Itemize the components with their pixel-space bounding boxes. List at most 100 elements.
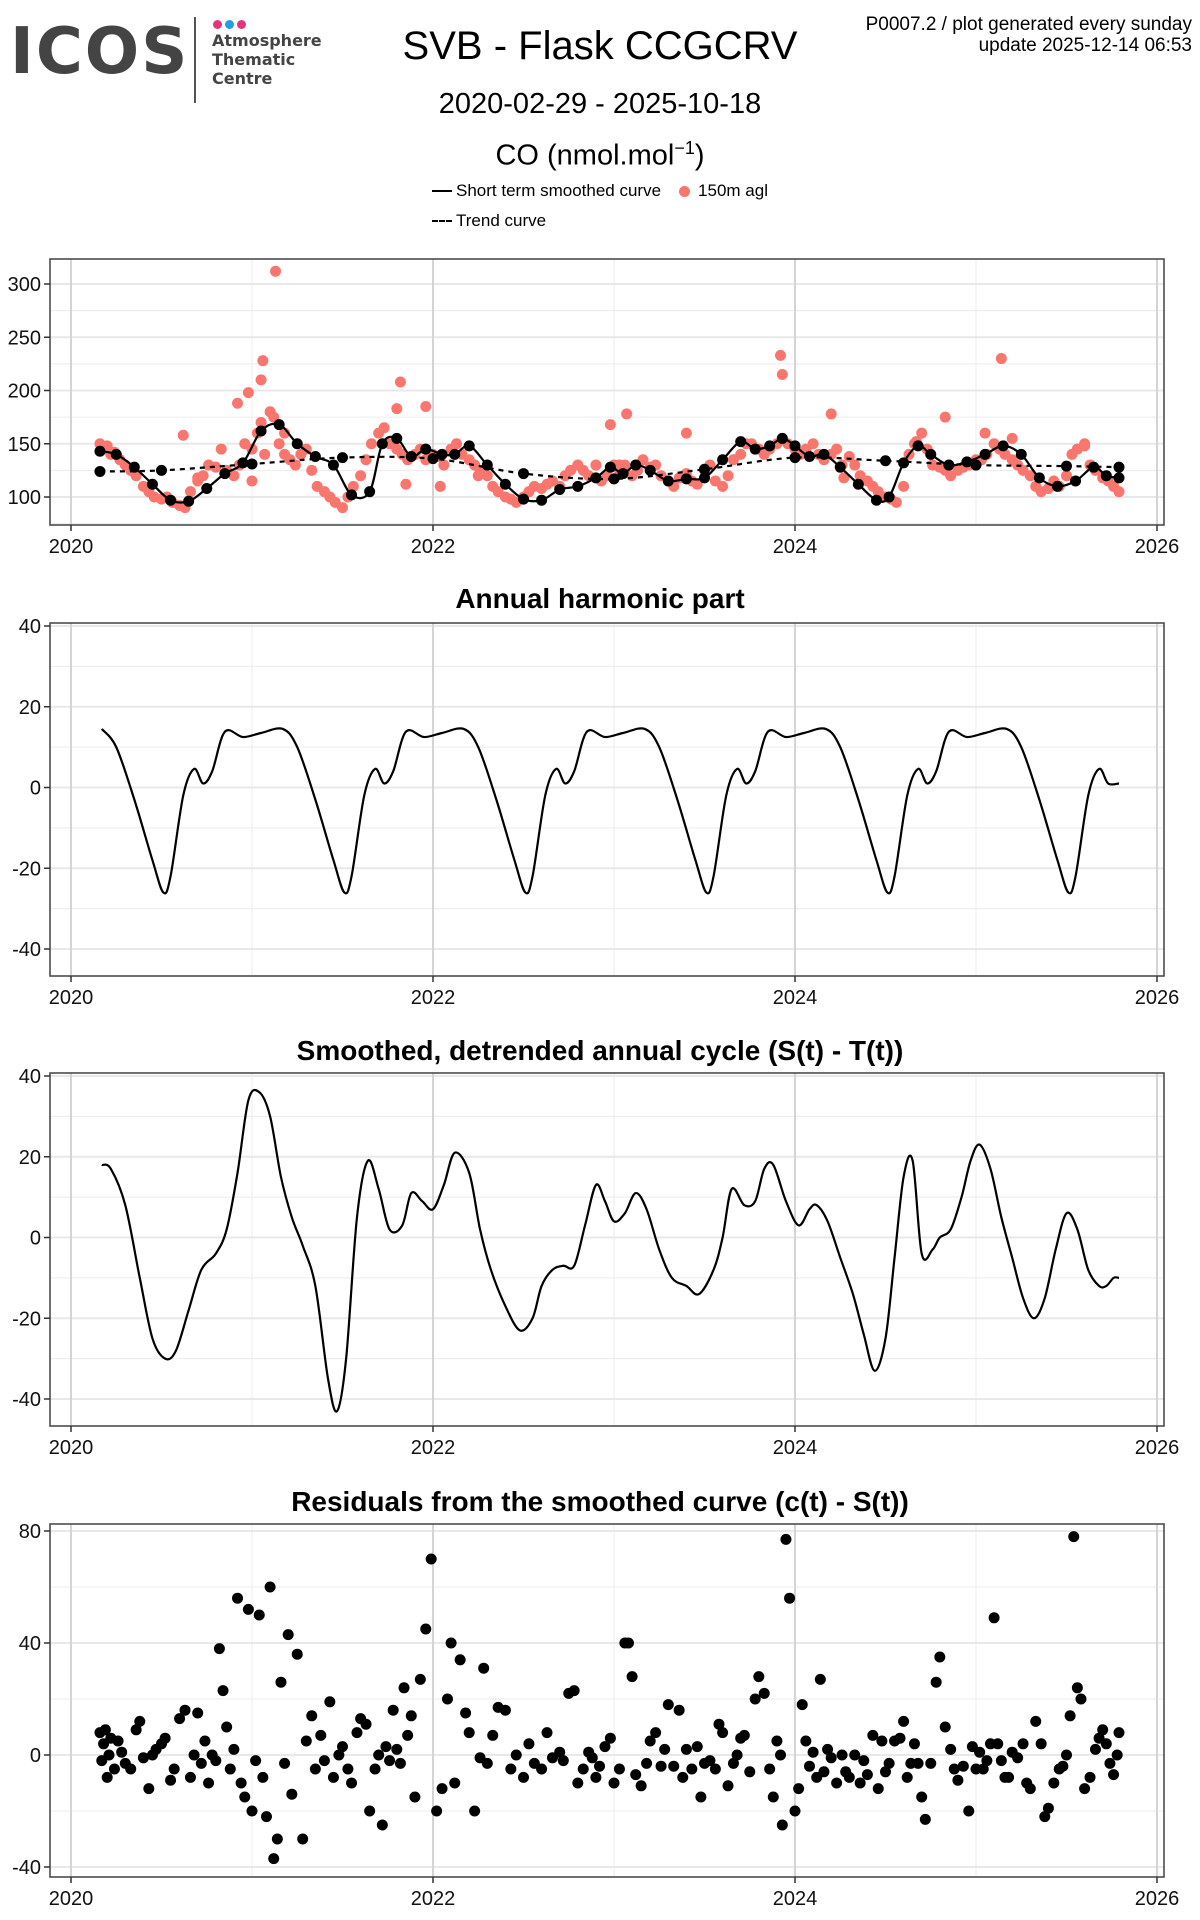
residual-point [364,1805,376,1817]
residual-point [577,1763,589,1775]
residual-point [228,1743,240,1755]
y-tick-label: -20 [12,1308,41,1330]
residual-point [655,1760,667,1772]
residual-point [784,1592,796,1604]
y-tick-label: -40 [12,939,41,961]
plot-meta: P0007.2 / plot generated every sunday up… [866,14,1192,56]
residual-point [318,1755,330,1767]
residual-point [793,1783,805,1795]
data-point-150m [255,416,267,428]
residual-point [641,1757,653,1769]
residual-point [934,1651,946,1663]
residual-point [695,1791,707,1803]
y-tick-label: 100 [8,487,41,509]
x-tick-label: 2026 [1135,1437,1180,1459]
residual-point [425,1553,437,1565]
residual-point [431,1805,443,1817]
residual-point [1075,1693,1087,1705]
x-tick-label: 2022 [411,987,456,1009]
residual-point [268,1853,280,1865]
residual-point [925,1757,937,1769]
residual-point [945,1743,957,1755]
residual-point [159,1732,171,1744]
data-point-150m [210,461,222,473]
data-point-150m [838,472,850,484]
logo-dots [213,16,249,34]
residual-point [1100,1738,1112,1750]
residual-point [478,1662,490,1674]
residual-point [626,1671,638,1683]
residual-point [818,1766,830,1778]
data-point-150m [246,475,258,487]
residual-point [1113,1727,1125,1739]
data-point-150m [472,470,484,482]
residual-point [894,1732,906,1744]
unit-label: CO (nmol.mol−1) [330,138,870,173]
residual-point [360,1718,372,1730]
residual-point [536,1763,548,1775]
unit-base: CO (nmol.mol [495,139,675,172]
legend-trend-label: Trend curve [456,211,547,230]
residual-point [568,1685,580,1697]
residual-point [505,1763,517,1775]
residual-point [604,1732,616,1744]
data-point-150m [273,438,285,450]
data-point-150m [192,472,204,484]
residual-point [957,1760,969,1772]
residual-point [898,1715,910,1727]
x-tick-label: 2026 [1135,1888,1180,1910]
data-point-150m [843,451,855,463]
legend-points-swatch [679,185,691,197]
panel-frame [49,1072,1165,1427]
data-point-150m [849,459,861,471]
residual-point [662,1699,674,1711]
residual-point [217,1685,229,1697]
residual-point [309,1763,321,1775]
residual-point [608,1777,620,1789]
logo-subtitle: Atmosphere Thematic Centre [212,31,322,88]
residual-point [481,1757,493,1769]
residual-point [861,1769,873,1781]
residual-point [1017,1738,1029,1750]
harmonic-line [100,727,1120,895]
residual-point [1064,1710,1076,1722]
data-point-150m [735,448,747,460]
residual-point [460,1707,472,1719]
data-point-150m [776,369,788,381]
residual-point [188,1749,200,1761]
residual-point [825,1752,837,1764]
residual-point [749,1693,761,1705]
residual-point [213,1643,225,1655]
data-point-150m [184,486,196,498]
residual-point [108,1763,120,1775]
residual-point [279,1757,291,1769]
residual-point [1097,1724,1109,1736]
residual-point [1111,1749,1123,1761]
residual-point [1042,1802,1054,1814]
data-point-150m [481,470,493,482]
residual-point [168,1763,180,1775]
plot-area [94,1531,1125,1865]
residual-point [709,1763,721,1775]
data-point-150m [1061,470,1072,482]
residual-point [1084,1771,1096,1783]
residual-point [275,1676,287,1688]
residual-point [963,1805,975,1817]
x-tick-label: 2020 [49,1888,94,1910]
residual-point [246,1805,258,1817]
residual-point [271,1833,283,1845]
panel-title-harmonic: Annual harmonic part [455,583,745,614]
data-point-150m [939,411,951,423]
residual-point [843,1771,855,1783]
residual-point [867,1729,879,1741]
x-tick-label: 2020 [49,987,94,1009]
residual-point [704,1755,716,1767]
residual-point [554,1746,566,1758]
chart-title: SVB - Flask CCGCRV [402,24,798,68]
logo-divider [194,17,196,103]
residual-point [264,1581,276,1593]
residual-point [445,1637,457,1649]
residual-point [858,1755,870,1767]
residual-point [210,1755,222,1767]
plot-area [100,727,1120,895]
